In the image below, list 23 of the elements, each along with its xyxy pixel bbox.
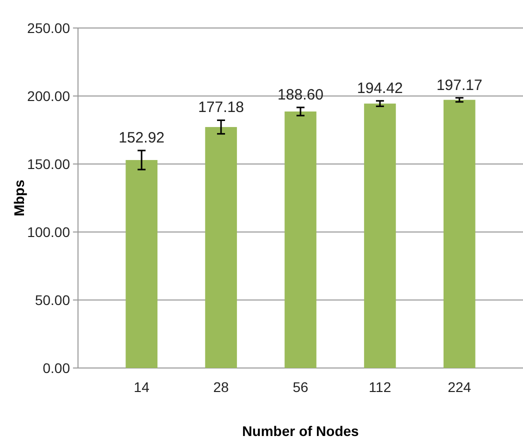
y-tick-label: 250.00 xyxy=(27,20,70,36)
y-tick-label: 0.00 xyxy=(42,360,70,376)
bar xyxy=(126,160,158,368)
x-tick-label: 28 xyxy=(213,379,230,395)
y-tick-label: 150.00 xyxy=(27,156,70,172)
bar xyxy=(205,127,237,368)
data-label: 194.42 xyxy=(357,80,403,97)
y-tick-label: 200.00 xyxy=(27,88,70,104)
x-tick-label: 224 xyxy=(448,379,472,395)
y-axis-title: Mbps xyxy=(11,180,27,216)
data-label: 197.17 xyxy=(436,76,482,94)
x-axis-title: Number of Nodes xyxy=(242,423,360,439)
y-tick-label: 50.00 xyxy=(34,292,70,308)
x-tick-label: 112 xyxy=(368,379,392,395)
data-label: 152.92 xyxy=(118,130,165,147)
y-tick-label: 100.00 xyxy=(27,224,70,240)
bar xyxy=(444,100,476,368)
bar xyxy=(364,104,396,368)
data-label: 188.60 xyxy=(278,86,324,104)
data-label: 177.18 xyxy=(198,99,244,116)
x-tick-label: 56 xyxy=(292,379,308,395)
bar xyxy=(284,112,316,368)
x-tick-label: 14 xyxy=(134,379,150,395)
